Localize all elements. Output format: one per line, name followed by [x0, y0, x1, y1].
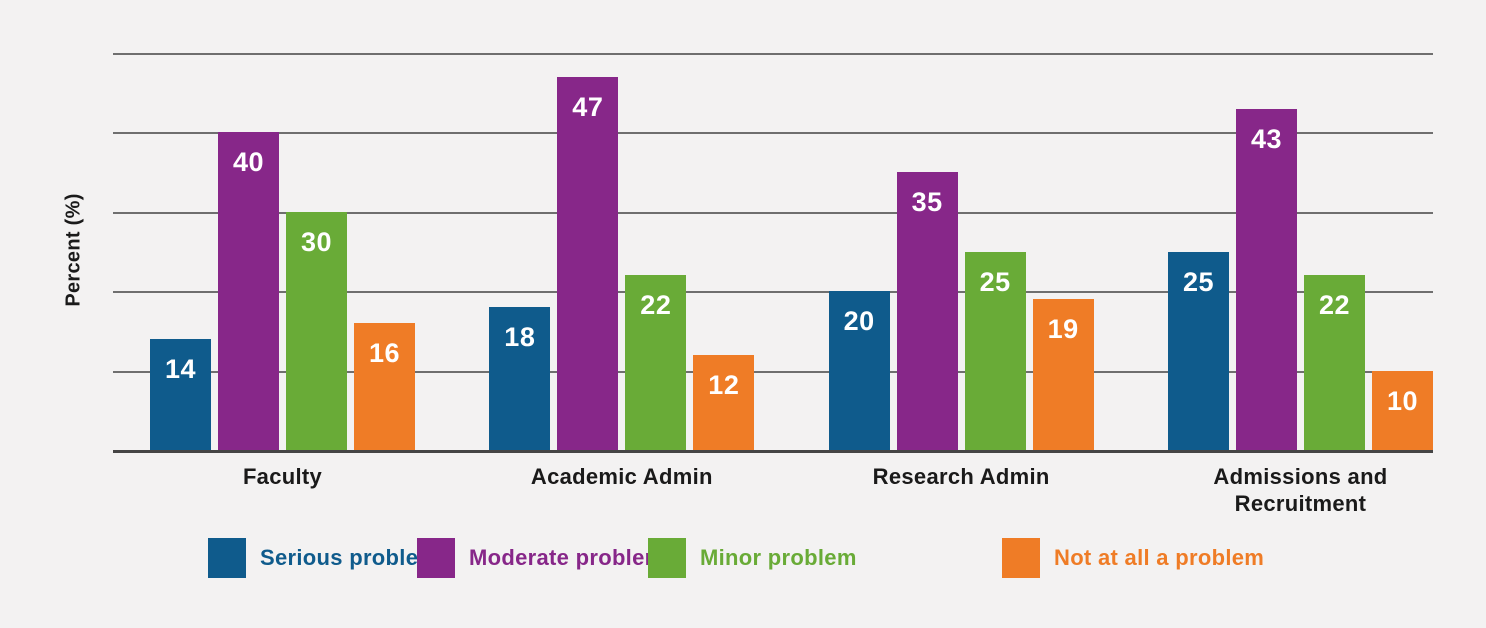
bar-serious-problem: 25: [1167, 251, 1229, 450]
bar-value-label: 40: [232, 147, 265, 178]
bar-value-label: 20: [843, 306, 875, 337]
bar-minor-problem: 30: [286, 211, 347, 450]
legend-label: Moderate problem: [469, 545, 665, 570]
bar-value-label: 14: [164, 353, 197, 384]
bar-value-label: 30: [300, 226, 333, 257]
legend-swatch: [1002, 538, 1040, 578]
bar-not-at-all-a-problem: 12: [693, 354, 755, 450]
category-label-research-admin: Research Admin: [872, 464, 1050, 489]
category-label-faculty: Faculty: [242, 464, 323, 489]
legend-label: Not at all a problem: [1054, 545, 1265, 570]
legend-label: Minor problem: [700, 545, 857, 570]
bar-moderate-problem: 43: [1235, 108, 1297, 450]
bar-not-at-all-a-problem: 19: [1032, 299, 1094, 450]
gridline: [113, 53, 1433, 55]
bar-value-label: 25: [1182, 266, 1214, 297]
category-label-academic-admin: Academic Admin: [530, 464, 713, 489]
legend-item-serious-problem: Serious problem: [208, 538, 438, 578]
bar-value-label: 10: [1386, 385, 1418, 416]
bar-value-label: 22: [640, 290, 672, 321]
bar-minor-problem: 22: [1303, 275, 1365, 450]
bar-value-label: 47: [572, 91, 604, 122]
bar-value-label: 16: [368, 337, 401, 368]
bar-not-at-all-a-problem: 16: [354, 322, 415, 450]
bar-value-label: 18: [504, 322, 536, 353]
x-axis-line: [113, 450, 1433, 453]
bar-group-admissions-and-recruitment: 25 43 22 10: [1167, 53, 1433, 450]
legend: Serious problem Moderate problem Minor pro…: [0, 538, 1486, 578]
bar-serious-problem: 18: [489, 307, 551, 450]
bar-group-research-admin: 20 35 25 19: [828, 53, 1094, 450]
legend-swatch: [208, 538, 246, 578]
bar-minor-problem: 22: [625, 275, 687, 450]
legend-item-moderate-problem: Moderate problem: [417, 538, 665, 578]
bar-value-label: 12: [708, 369, 740, 400]
bar-value-label: 35: [911, 187, 943, 218]
bar-not-at-all-a-problem: 10: [1371, 370, 1433, 450]
legend-swatch: [648, 538, 686, 578]
bar-moderate-problem: 47: [557, 76, 619, 450]
legend-label: Serious problem: [260, 545, 439, 570]
legend-item-not-at-all-a-problem: Not at all a problem: [1002, 538, 1264, 578]
bar-value-label: 22: [1318, 290, 1350, 321]
gridline: [113, 291, 1433, 294]
bar-group-faculty: 14 40 30 16: [150, 53, 415, 450]
gridline: [113, 132, 1433, 135]
bar-moderate-problem: 40: [218, 132, 279, 450]
bar-moderate-problem: 35: [896, 172, 958, 450]
gridline: [113, 370, 1433, 373]
legend-swatch: [417, 538, 455, 578]
legend-item-minor-problem: Minor problem: [648, 538, 857, 578]
y-axis-label: Percent (%): [62, 193, 85, 307]
gridline: [113, 211, 1433, 214]
plot-area: 14 40 30 16 18 47 22 12 20 35 25 19 25 43 22 10: [113, 53, 1433, 453]
bar-serious-problem: 14: [150, 338, 211, 450]
bar-value-label: 25: [979, 266, 1011, 297]
bar-minor-problem: 25: [964, 251, 1026, 450]
bar-group-academic-admin: 18 47 22 12: [489, 53, 755, 450]
category-label-admissions-and-recruitment: Admissions and Recruitment: [1213, 464, 1388, 516]
bar-value-label: 43: [1250, 123, 1282, 154]
bar-value-label: 19: [1047, 314, 1079, 345]
bar-serious-problem: 20: [828, 291, 890, 450]
